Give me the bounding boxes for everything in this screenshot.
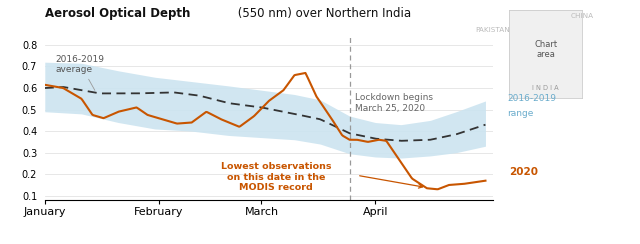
Text: 2020: 2020 — [509, 167, 538, 177]
Text: (550 nm) over Northern India: (550 nm) over Northern India — [234, 7, 411, 20]
Text: Lockdown begins
March 25, 2020: Lockdown begins March 25, 2020 — [355, 93, 433, 113]
Text: PAKISTAN: PAKISTAN — [475, 28, 509, 33]
Text: Chart
area: Chart area — [534, 40, 557, 59]
Text: 2016-2019: 2016-2019 — [508, 94, 557, 103]
Text: I N D I A: I N D I A — [532, 85, 559, 91]
Text: range: range — [508, 109, 534, 118]
Text: 2016-2019
average: 2016-2019 average — [56, 55, 105, 90]
Text: Lowest observations
on this date in the
MODIS record: Lowest observations on this date in the … — [221, 162, 332, 192]
Text: CHINA: CHINA — [571, 13, 594, 19]
Text: Aerosol Optical Depth: Aerosol Optical Depth — [45, 7, 190, 20]
